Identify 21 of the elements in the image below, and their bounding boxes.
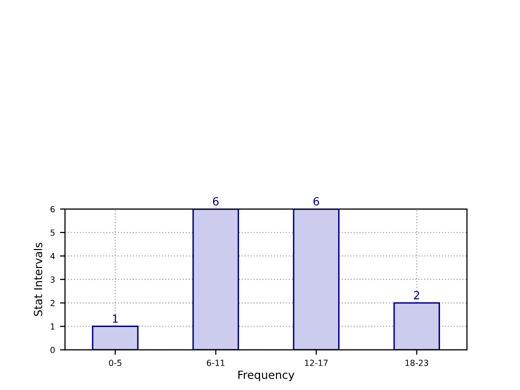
x-tick-label: 18-23 <box>406 360 428 366</box>
bar <box>393 302 440 350</box>
bar <box>92 326 139 350</box>
y-tick-label: 6 <box>50 206 55 212</box>
y-tick-label: 4 <box>50 253 55 260</box>
x-tick-label: 12-17 <box>305 360 328 366</box>
y-tick-label: 2 <box>50 300 54 306</box>
y-tick-label: 5 <box>50 230 55 236</box>
x-tick-label: 6-11 <box>206 360 224 366</box>
x-axis-title: Frequency <box>238 370 294 382</box>
bar <box>192 209 240 350</box>
data-label: 1 <box>112 314 118 323</box>
y-tick-label: 3 <box>50 276 55 283</box>
data-label: 2 <box>414 290 420 300</box>
bar <box>292 209 340 350</box>
data-label: 6 <box>212 197 219 206</box>
data-label: 6 <box>313 197 320 206</box>
y-tick-label: 0 <box>50 346 55 354</box>
y-tick-label: 1 <box>50 323 55 330</box>
y-axis-title: Stat Intervals <box>34 242 42 316</box>
x-tick-label: 0-5 <box>108 360 122 366</box>
